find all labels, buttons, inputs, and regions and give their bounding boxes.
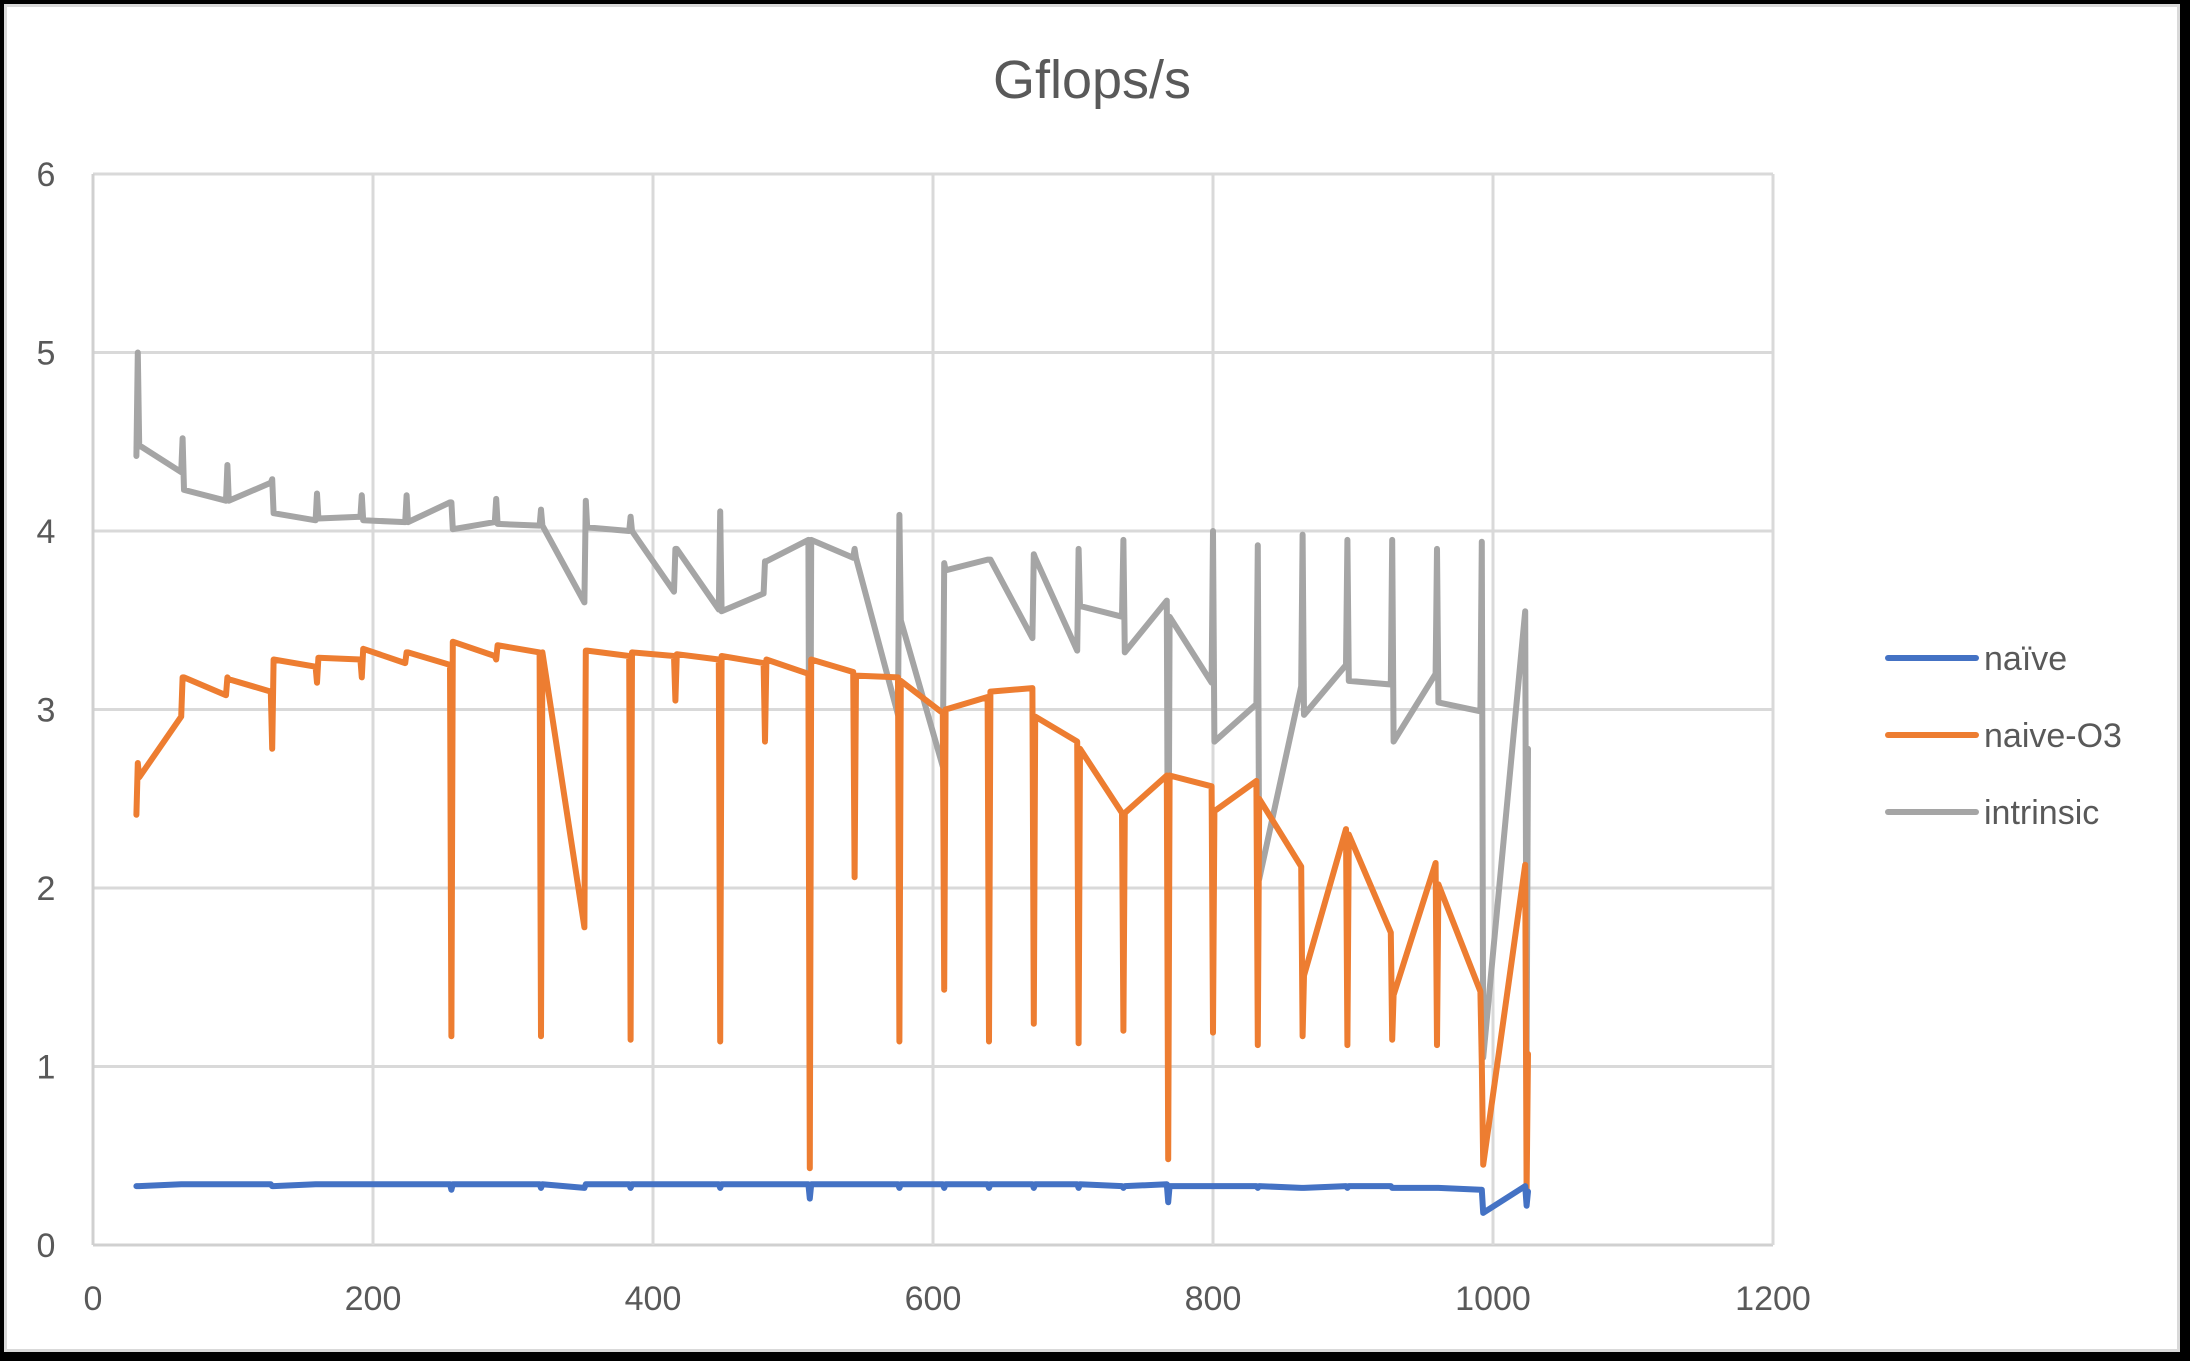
y-tick-label: 2	[37, 870, 56, 908]
x-tick-label: 1000	[1455, 1280, 1531, 1318]
y-tick-label: 3	[37, 692, 56, 730]
legend-label: naïve	[1984, 640, 2067, 678]
legend-label: naive-O3	[1984, 717, 2122, 755]
legend: naïve naive-O3 intrinsic	[1885, 640, 2122, 832]
x-tick-label: 400	[625, 1280, 682, 1318]
y-tick-label: 6	[37, 156, 56, 194]
legend-label: intrinsic	[1984, 794, 2099, 832]
y-axis-ticks: 0 1 2 3 4 5 6	[37, 156, 56, 1265]
series-line-na-ve	[133, 1181, 1531, 1216]
y-tick-label: 0	[37, 1227, 56, 1265]
x-tick-label: 0	[84, 1280, 103, 1318]
chart-title: Gflops/s	[993, 50, 1191, 110]
x-tick-label: 1200	[1735, 1280, 1811, 1318]
chart-frame	[4, 4, 2180, 1352]
x-axis-ticks: 0 200 400 600 800 1000 1200	[84, 1280, 1811, 1318]
x-tick-label: 800	[1185, 1280, 1242, 1318]
y-tick-label: 4	[37, 513, 56, 551]
y-tick-label: 1	[37, 1049, 56, 1087]
series-lines	[133, 349, 1531, 1216]
series-line-naive-o3	[133, 638, 1531, 1195]
gridlines	[91, 172, 1775, 1247]
y-tick-label: 5	[37, 335, 56, 373]
series-line-intrinsic	[133, 349, 1531, 1061]
x-tick-label: 200	[345, 1280, 402, 1318]
x-tick-label: 600	[905, 1280, 962, 1318]
